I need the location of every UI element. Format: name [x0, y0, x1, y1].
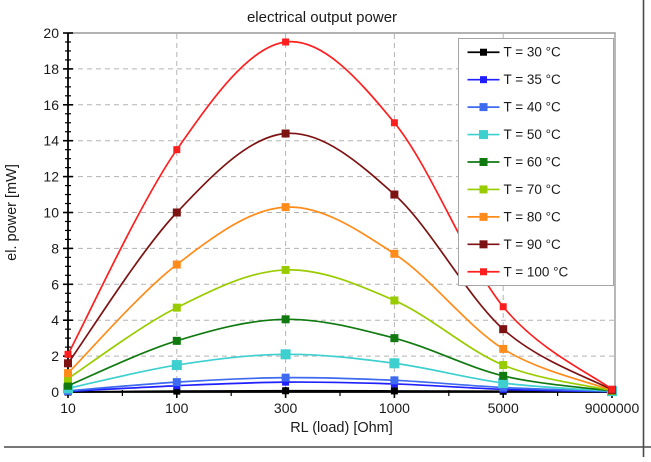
y-tick-label: 16 — [43, 97, 59, 113]
legend-entry-label: T = 90 °C — [504, 237, 562, 252]
plot-frame — [68, 32, 616, 392]
y-tick-label: 20 — [43, 25, 59, 41]
data-point-marker — [64, 350, 72, 358]
data-point-marker — [390, 249, 399, 258]
data-point-marker — [281, 265, 290, 274]
x-tick-label: 1000 — [379, 400, 410, 416]
x-tick-label: 10 — [60, 400, 76, 416]
legend-entry-label: T = 70 °C — [504, 182, 562, 197]
y-tick-label: 12 — [43, 169, 59, 185]
x-axis-label: RL (load) [Ohm] — [290, 420, 393, 436]
data-point-marker — [389, 358, 400, 369]
legend-marker — [480, 48, 487, 56]
legend-entry-label: T = 35 °C — [504, 72, 562, 87]
data-point-marker — [390, 376, 399, 385]
data-point-marker — [499, 344, 508, 353]
data-point-marker — [64, 369, 72, 378]
data-point-marker — [173, 146, 181, 154]
data-point-marker — [608, 385, 616, 393]
data-point-marker — [390, 387, 398, 395]
y-tick-label: 10 — [43, 205, 59, 221]
y-tick-label: 14 — [43, 133, 59, 149]
legend-marker — [479, 130, 488, 140]
legend-marker — [479, 240, 488, 249]
x-tick-label: 9000000 — [585, 400, 640, 416]
legend-marker — [479, 158, 488, 166]
legend-entry-label: T = 30 °C — [504, 45, 562, 60]
data-point-marker — [499, 361, 508, 370]
x-tick-label: 300 — [274, 400, 298, 416]
data-point-marker — [390, 296, 399, 305]
data-point-marker — [280, 349, 291, 360]
series-line — [67, 318, 613, 392]
legend-entry-label: T = 40 °C — [504, 100, 562, 115]
data-point-marker — [499, 371, 508, 380]
data-point-marker — [172, 208, 181, 217]
series-line — [67, 376, 613, 393]
y-tick-label: 0 — [51, 384, 59, 400]
data-point-marker — [173, 387, 181, 395]
series-line — [67, 389, 613, 393]
chart-title: electrical output power — [247, 9, 397, 26]
legend-marker — [480, 268, 487, 276]
y-tick-label: 2 — [51, 348, 59, 364]
legend-marker — [480, 76, 487, 84]
y-tick-label: 18 — [43, 61, 59, 77]
x-tick-label: 5000 — [488, 400, 519, 416]
legend-marker — [479, 185, 488, 194]
data-point-marker — [172, 303, 181, 312]
series-line — [67, 132, 613, 391]
data-point-marker — [281, 373, 290, 382]
data-point-marker — [172, 336, 181, 345]
y-axis-label: el. power [mW] — [4, 164, 20, 261]
data-point-marker — [499, 303, 507, 311]
data-point-marker — [64, 359, 72, 368]
series-line — [67, 269, 613, 392]
data-point-marker — [281, 315, 290, 324]
data-point-marker — [64, 381, 72, 390]
legend-entry-label: T = 60 °C — [504, 155, 562, 170]
data-point-marker — [172, 378, 181, 387]
data-point-marker — [282, 38, 290, 46]
x-tick-label: 100 — [165, 400, 189, 416]
legend-entry-label: T = 50 °C — [504, 127, 562, 142]
legend-entry-label: T = 80 °C — [504, 209, 562, 224]
data-point-marker — [64, 374, 72, 383]
data-point-marker — [498, 378, 509, 389]
data-point-marker — [282, 378, 290, 386]
data-point-marker — [499, 325, 508, 334]
y-tick-label: 4 — [51, 312, 59, 328]
data-point-marker — [390, 119, 398, 127]
data-point-marker — [171, 360, 182, 371]
series-line — [67, 353, 613, 392]
series-line — [67, 381, 613, 393]
y-tick-label: 6 — [51, 276, 59, 292]
y-tick-label: 8 — [51, 240, 59, 256]
legend-entry-label: T = 100 °C — [504, 264, 569, 279]
data-point-marker — [281, 129, 290, 138]
data-point-marker — [390, 190, 399, 199]
data-point-marker — [281, 203, 290, 212]
data-point-marker — [282, 387, 290, 395]
data-point-marker — [172, 260, 181, 269]
data-point-marker — [390, 334, 399, 343]
legend-marker — [479, 103, 488, 112]
legend-marker — [479, 212, 488, 221]
